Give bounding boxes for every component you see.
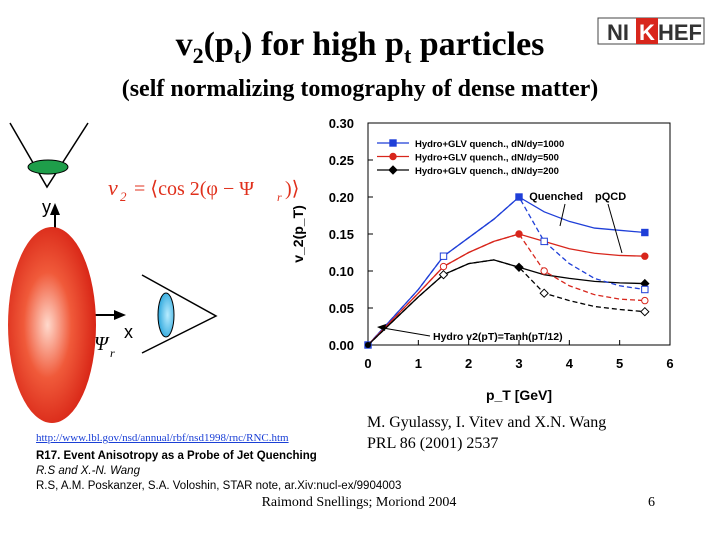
page-number: 6 — [648, 495, 655, 510]
lbl-link[interactable]: http://www.lbl.gov/nsd/annual/rbf/nsd199… — [36, 432, 289, 444]
svg-text:)⟩: )⟩ — [285, 178, 299, 200]
y-tick-label: 0.05 — [329, 301, 354, 316]
data-point — [389, 139, 397, 147]
authors-line-1: R.S and X.-N. Wang — [36, 465, 140, 477]
data-point — [389, 152, 397, 161]
data-point — [641, 252, 649, 260]
svg-text:v: v — [108, 175, 118, 200]
legend-label: Hydro+GLV quench., dN/dy=1000 — [415, 139, 564, 150]
y-tick-label: 0.30 — [329, 116, 354, 131]
arrow-quenched — [559, 203, 566, 227]
y-tick-label: 0.25 — [329, 153, 354, 168]
data-point — [439, 262, 448, 271]
slide-title: v2(pt) for high pt particles — [175, 26, 545, 68]
series-dn-dy-200-pqcd — [367, 259, 650, 346]
data-point — [641, 285, 649, 294]
y-tick-label: 0.15 — [329, 227, 354, 242]
y-axis-label: y — [42, 197, 51, 217]
data-point — [439, 252, 448, 260]
r17-title: R17. Event Anisotropy as a Probe of Jet … — [36, 450, 317, 462]
series-dn-dy-1000-pqcd — [367, 195, 649, 346]
data-point — [640, 306, 650, 317]
series-dn-dy-500-quenched — [367, 230, 649, 346]
x-tick-label: 1 — [415, 356, 422, 371]
v2-formula: v 2 = ⟨cos 2(φ − Ψ r )⟩ — [108, 175, 299, 204]
data-point — [641, 228, 649, 237]
legend-label: Hydro+GLV quench., dN/dy=200 — [415, 166, 559, 177]
reference-journal: PRL 86 (2001) 2537 — [367, 435, 499, 452]
authors-line-2: R.S, A.M. Poskanzer, S.A. Voloshin, STAR… — [36, 480, 402, 492]
v2-pt-chart: 0.00 0.05 0.10 0.15 0.20 0.25 0.30 0 1 2 3 4 5 6 p_T [… — [290, 116, 674, 403]
origin-point — [365, 342, 371, 348]
slide-subtitle: (self normalizing tomography of dense ma… — [121, 76, 599, 102]
svg-text:r: r — [110, 346, 115, 360]
legend-label: Hydro+GLV quench., dN/dy=500 — [415, 153, 559, 164]
svg-text:r: r — [277, 190, 282, 204]
data-point — [540, 267, 548, 275]
chart-axes: 0.00 0.05 0.10 0.15 0.20 0.25 0.30 0 1 2 3 4 5 6 p_T [… — [290, 116, 674, 403]
svg-text:2: 2 — [120, 189, 127, 204]
series-line — [367, 233, 645, 346]
nikhef-logo: NI K HEF — [597, 17, 705, 45]
annotation-quenched: Quenched — [529, 191, 583, 203]
x-tick-label: 2 — [465, 356, 472, 371]
svg-text:= ⟨cos 2(φ − Ψ: = ⟨cos 2(φ − Ψ — [134, 178, 254, 200]
x-tick-label: 4 — [566, 356, 574, 371]
x-tick-label: 6 — [666, 356, 673, 371]
series-line — [367, 196, 645, 346]
svg-text:K: K — [639, 20, 655, 45]
x-tick-label: 0 — [364, 356, 371, 371]
y-tick-label: 0.10 — [329, 264, 354, 279]
x-tick-label: 5 — [616, 356, 623, 371]
x-axis-label: x — [124, 322, 133, 342]
geometry-diagram: v 2 = ⟨cos 2(φ − Ψ r )⟩ y x Ψ r — [8, 122, 299, 423]
x-tick-label: 3 — [515, 356, 522, 371]
data-point — [388, 165, 398, 175]
data-point — [539, 288, 549, 298]
x-axis-title: p_T [GeV] — [486, 387, 552, 403]
chart-series — [364, 193, 650, 349]
arrow-pqcd — [607, 203, 623, 254]
y-axis-title: v_2(p_T) — [290, 205, 306, 263]
arrowhead-hydro — [377, 324, 386, 331]
svg-text:HEF: HEF — [658, 20, 702, 45]
reference-authors: M. Gyulassy, I. Vitev and X.N. Wang — [367, 414, 607, 431]
data-point — [540, 237, 548, 246]
data-point — [641, 296, 649, 305]
chart-legend: Hydro+GLV quench., dN/dy=1000 Hydro+GLV q… — [377, 139, 564, 177]
chart-annotations: Quenched pQCD Hydro v2(pT)=Tanh(pT/12) — [377, 191, 626, 343]
side-observer-cone — [141, 274, 218, 354]
overlap-ellipse — [8, 227, 96, 423]
y-tick-label: 0.00 — [329, 338, 354, 353]
annotation-pqcd: pQCD — [595, 191, 626, 203]
series-line — [367, 233, 645, 346]
svg-text:NI: NI — [607, 20, 629, 45]
psi-label: Ψ — [94, 333, 110, 355]
series-dn-dy-500-pqcd — [367, 233, 649, 346]
series-line — [367, 259, 645, 346]
top-observer-cone — [9, 122, 89, 189]
data-point — [438, 269, 449, 280]
series-dn-dy-1000-quenched — [364, 193, 649, 349]
footer: Raimond Snellings; Moriond 2004 — [261, 495, 457, 510]
annotation-hydro: Hydro v2(pT)=Tanh(pT/12) — [433, 331, 563, 343]
series-line — [367, 195, 645, 346]
arrow-hydro — [382, 327, 431, 337]
y-tick-label: 0.20 — [329, 190, 354, 205]
